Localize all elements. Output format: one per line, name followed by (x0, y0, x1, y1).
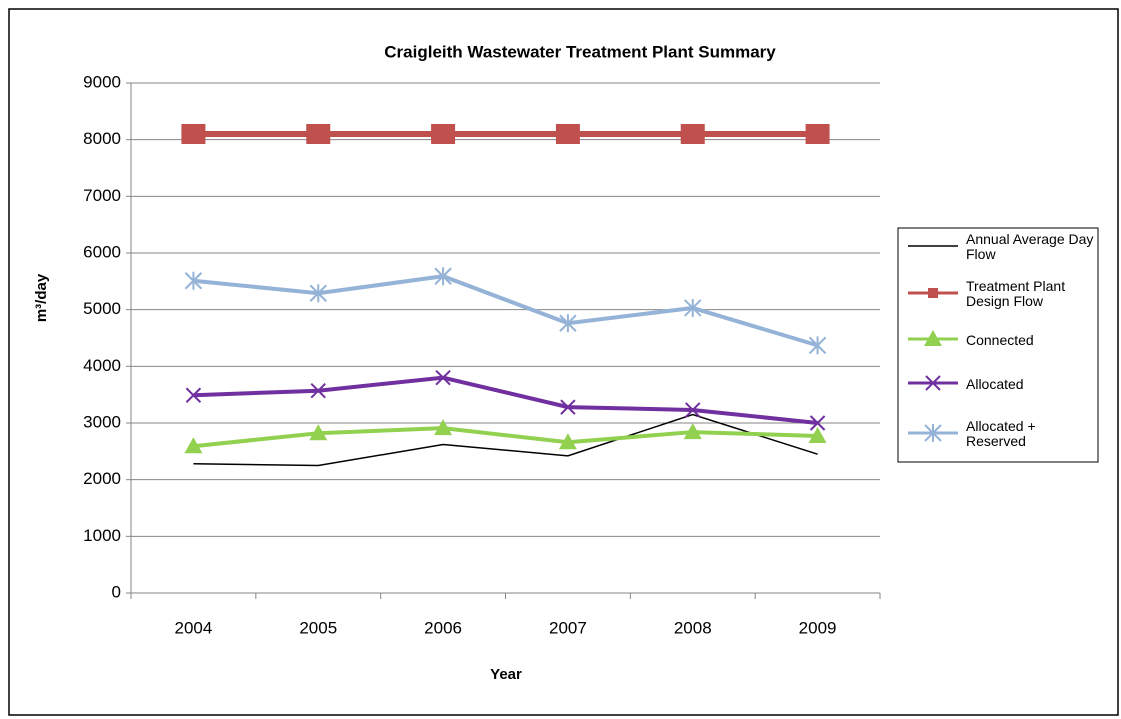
data-point (685, 402, 701, 418)
legend-entry: Allocated + Reserved (966, 418, 1036, 449)
data-point (434, 419, 453, 436)
data-point (558, 433, 577, 450)
y-axis-label: m³/day (33, 273, 50, 322)
data-point (805, 124, 830, 144)
data-point (683, 423, 702, 440)
legend-marker (925, 375, 941, 391)
y-tick-label: 6000 (83, 242, 121, 261)
y-tick-label: 9000 (83, 72, 121, 91)
legend-label: Treatment Plant Design Flow (966, 278, 1066, 309)
x-axis-label: Year (490, 666, 522, 683)
data-point (560, 399, 576, 415)
data-point (555, 124, 580, 144)
data-point (808, 336, 827, 355)
y-tick-label: 8000 (83, 129, 121, 148)
y-tick-label: 3000 (83, 412, 121, 431)
legend-marker (924, 424, 942, 442)
series-line (193, 274, 819, 348)
legend-label: Connected (966, 331, 1034, 348)
x-tick-label: 2004 (175, 618, 213, 637)
legend-label: Allocated (966, 375, 1024, 392)
data-point (306, 124, 331, 144)
legend-entry: Treatment Plant Design Flow (966, 278, 1066, 309)
y-tick-label: 2000 (83, 469, 121, 488)
data-point (310, 382, 326, 399)
data-point (809, 415, 826, 431)
chart-title: Craigleith Wastewater Treatment Plant Su… (384, 42, 776, 61)
data-point (435, 369, 451, 386)
data-point (309, 424, 328, 441)
data-point (808, 427, 827, 444)
legend-label: Allocated + Reserved (966, 418, 1036, 449)
legend-entry: Allocated (966, 375, 1024, 392)
y-tick-label: 4000 (83, 356, 121, 375)
y-tick-label: 1000 (83, 526, 121, 545)
y-tick-label: 7000 (83, 186, 121, 205)
data-point (309, 284, 327, 303)
x-tick-label: 2008 (674, 618, 712, 637)
data-point (184, 437, 203, 454)
x-tick-label: 2006 (424, 618, 462, 637)
data-point (680, 124, 705, 144)
y-tick-label: 5000 (83, 299, 121, 318)
legend-marker (924, 330, 942, 346)
data-point (684, 298, 702, 317)
legend-entry: Connected (966, 331, 1034, 348)
legend-label: Annual Average Day Flow (966, 231, 1094, 262)
series-line (193, 375, 818, 425)
legend-entry: Annual Average Day Flow (966, 231, 1094, 262)
data-point (181, 124, 206, 144)
x-tick-label: 2009 (799, 618, 837, 637)
data-point (184, 271, 203, 290)
series-line (193, 426, 818, 449)
data-point (559, 314, 577, 333)
series-line (193, 413, 818, 467)
data-point (185, 387, 202, 403)
x-tick-label: 2007 (549, 618, 587, 637)
legend-marker (928, 288, 938, 298)
y-tick-label: 0 (112, 582, 121, 601)
data-point (434, 267, 452, 286)
data-point (431, 124, 456, 144)
x-tick-label: 2005 (299, 618, 337, 637)
